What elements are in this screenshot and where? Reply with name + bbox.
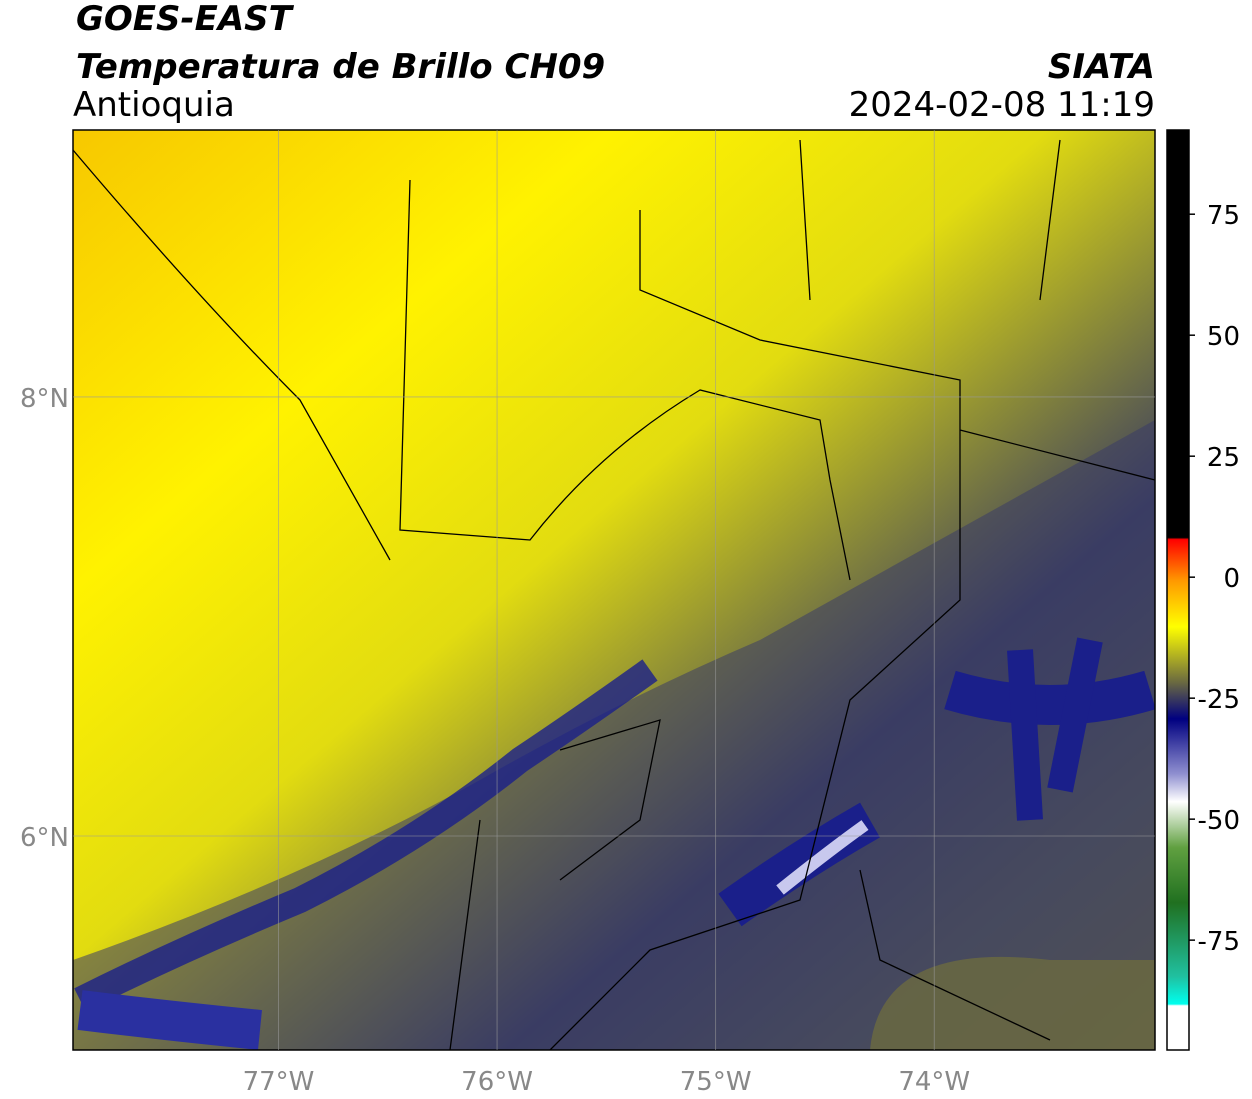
- x-tick-label: 74°W: [898, 1067, 970, 1097]
- colorbar-tick-label: 50: [1207, 322, 1240, 352]
- title: GOES-EAST: [76, 0, 295, 39]
- title: Temperatura de Brillo CH09: [76, 47, 605, 87]
- colorbar: [1166, 129, 1190, 1051]
- x-tick-label: 77°W: [243, 1067, 315, 1097]
- axes: 77°W 76°W 75°W 74°W 8°N 6°N 75 50 25 0 -25 -50 -75: [20, 130, 1240, 1097]
- colorbar-tick-label: 25: [1207, 443, 1240, 473]
- colorbar-tick-label: -50: [1198, 806, 1240, 836]
- map-frame: [72, 129, 1156, 1051]
- y-tick-label: 6°N: [20, 823, 69, 853]
- x-tick-label: 75°W: [680, 1067, 752, 1097]
- region: Antioquia: [73, 85, 235, 125]
- colorbar-tick-label: -75: [1198, 927, 1240, 957]
- colorbar-tick-label: -25: [1198, 685, 1240, 715]
- timestamp: 2024-02-08 11:19: [849, 85, 1155, 125]
- colorbar-tick-label: 0: [1223, 564, 1240, 594]
- colorbar-tick-label: 75: [1207, 201, 1240, 231]
- y-tick-label: 8°N: [20, 384, 69, 414]
- satellite-image: [73, 130, 1155, 1050]
- source: SIATA: [1048, 47, 1155, 87]
- x-tick-label: 76°W: [461, 1067, 533, 1097]
